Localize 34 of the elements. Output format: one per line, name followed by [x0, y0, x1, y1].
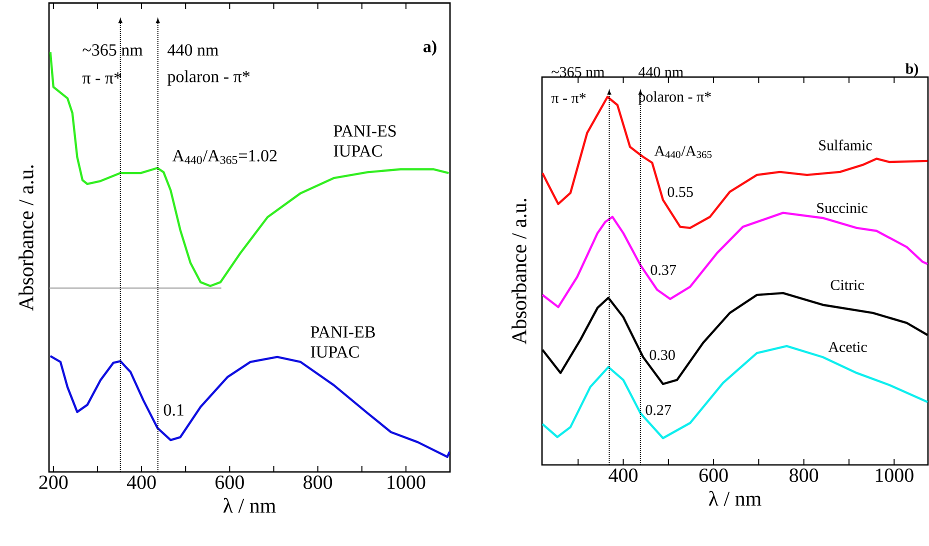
annotation: ~365 nm — [82, 44, 143, 56]
series-label: Acetic — [828, 342, 867, 352]
x-tick-label: 800 — [790, 468, 818, 482]
x-tick-label: 400 — [608, 468, 638, 482]
y-axis-title: Absorbance / a.u. — [512, 198, 526, 344]
x-tick-label: 200 — [39, 476, 68, 490]
series-label: PANI-EB IUPAC — [310, 326, 375, 358]
annotation: 0.37 — [650, 264, 676, 276]
x-tick-label: 1000 — [388, 476, 426, 490]
x-tick-label: 800 — [304, 476, 332, 490]
annotation: polaron - π* — [167, 70, 250, 86]
x-tick-label: 400 — [126, 476, 156, 490]
series-label: Citric — [830, 280, 864, 290]
annotation: 0.55 — [668, 186, 693, 198]
chart-title: a) — [423, 40, 436, 56]
annotation: A$_{440}$/A$_{365}$=1.02 — [172, 150, 277, 164]
series-label: PANI-ES IUPAC — [334, 125, 396, 157]
x-axis-title: λ / nm — [223, 498, 276, 513]
annotation: A$_{440}$/A$_{365}$ — [654, 146, 712, 158]
annotation: 0.1 — [164, 404, 184, 416]
chart-title: b) — [906, 63, 918, 77]
series-label: Sulfamic — [819, 140, 872, 150]
x-tick-label: 600 — [216, 476, 244, 490]
annotation: 440 nm — [168, 44, 218, 56]
annotation: π - π* — [551, 93, 586, 103]
annotation: 0.27 — [646, 404, 672, 416]
annotation: polaron - π* — [638, 91, 711, 105]
annotation: 0.30 — [650, 350, 675, 360]
x-tick-label: 600 — [699, 468, 728, 482]
y-axis-title: Absorbance / a.u. — [18, 165, 34, 311]
annotation: π - π* — [82, 72, 122, 84]
series-label: Succinic — [817, 202, 868, 214]
x-axis-title: λ / nm — [708, 490, 762, 506]
x-tick-label: 1000 — [876, 468, 914, 482]
